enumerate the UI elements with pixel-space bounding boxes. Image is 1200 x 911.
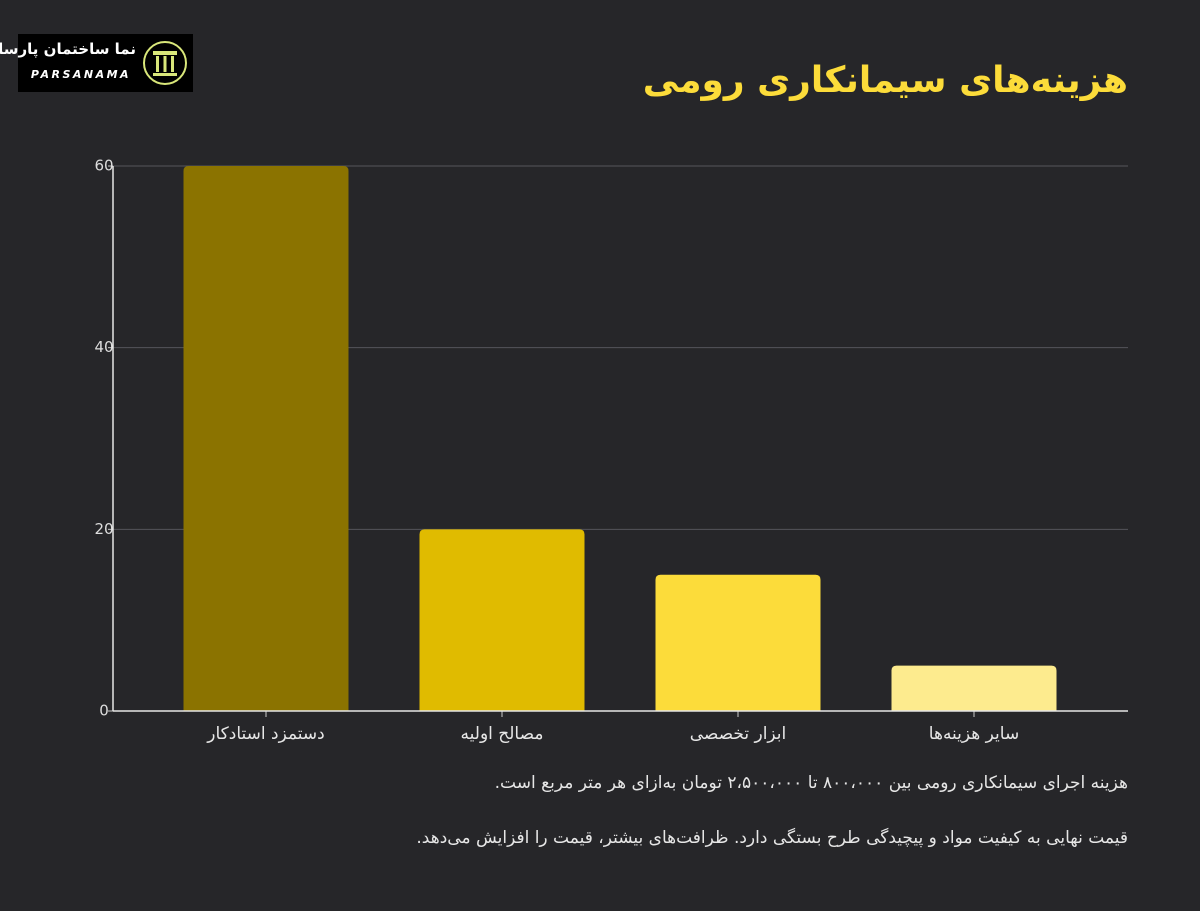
note: هزینه اجرای سیمانکاری رومی بین ۸۰۰،۰۰۰ ت… [494, 773, 1128, 793]
bar [655, 574, 821, 711]
note: قیمت نهایی به کیفیت مواد و پیچیدگی طرح ب… [416, 828, 1128, 848]
bar [183, 166, 349, 711]
chart-title: هزینه‌های سیمانکاری رومی [642, 60, 1128, 101]
logo: نما ساختمان پارسا PARSANAMA [0, 34, 193, 92]
logo-text: نما ساختمان پارسا [0, 40, 136, 58]
x-tick-label: دستمزد استادکار [206, 724, 324, 744]
y-tick-label: 60 [94, 157, 113, 175]
x-tick-label: مصالح اولیه [461, 724, 544, 744]
logo-icon [143, 41, 187, 85]
x-tick-label: سایر هزینه‌ها [929, 724, 1019, 744]
x-tick-label: ابزار تخصصی [690, 724, 787, 744]
y-tick-label: 0 [99, 702, 109, 720]
y-tick-label: 20 [94, 520, 113, 538]
logo-brand: PARSANAMA [30, 68, 132, 81]
y-tick-label: 40 [94, 338, 113, 356]
bar [419, 529, 585, 711]
bar [891, 665, 1057, 711]
